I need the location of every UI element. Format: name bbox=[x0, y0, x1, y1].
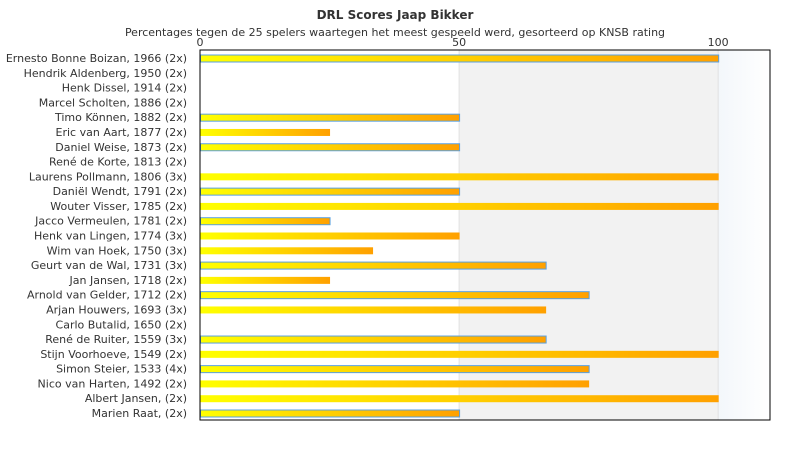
bar bbox=[200, 217, 331, 226]
bar bbox=[200, 202, 719, 210]
bar bbox=[200, 335, 547, 344]
y-category-label: Henk Dissel, 1914 (2x) bbox=[62, 82, 187, 95]
x-tick-label: 100 bbox=[708, 36, 729, 49]
y-category-label: Geurt van de Wal, 1731 (3x) bbox=[31, 259, 187, 272]
bar bbox=[200, 276, 331, 284]
x-tick-label: 0 bbox=[197, 36, 204, 49]
y-category-label: Jan Jansen, 1718 (2x) bbox=[69, 274, 187, 287]
y-category-label: Nico van Harten, 1492 (2x) bbox=[38, 377, 187, 390]
y-category-label: Timo Können, 1882 (2x) bbox=[54, 111, 187, 124]
bar bbox=[200, 187, 461, 196]
bar bbox=[200, 306, 547, 314]
chart-title: DRL Scores Jaap Bikker bbox=[317, 8, 474, 22]
y-category-label: René de Korte, 1813 (2x) bbox=[49, 156, 187, 169]
bar bbox=[200, 232, 460, 240]
y-category-label: Simon Steier, 1533 (4x) bbox=[56, 363, 187, 376]
y-category-label: Daniel Weise, 1873 (2x) bbox=[55, 141, 187, 154]
bar bbox=[200, 54, 720, 63]
bar bbox=[200, 380, 590, 388]
y-category-label: Hendrik Aldenberg, 1950 (2x) bbox=[24, 67, 187, 80]
bar bbox=[200, 128, 331, 136]
bar bbox=[200, 143, 461, 152]
y-category-label: Jacco Vermeulen, 1781 (2x) bbox=[34, 215, 187, 228]
y-category-label: Eric van Aart, 1877 (2x) bbox=[56, 126, 187, 139]
band-100-plus bbox=[718, 50, 770, 420]
bar bbox=[200, 247, 374, 255]
y-category-label: Wim van Hoek, 1750 (3x) bbox=[47, 244, 187, 257]
y-category-label: Arjan Houwers, 1693 (3x) bbox=[46, 303, 187, 316]
bar bbox=[200, 113, 461, 122]
bar bbox=[200, 261, 547, 270]
y-category-label: René de Ruiter, 1559 (3x) bbox=[45, 333, 187, 346]
y-category-label: Ernesto Bonne Boizan, 1966 (2x) bbox=[6, 52, 187, 65]
y-category-label: Carlo Butalid, 1650 (2x) bbox=[56, 318, 187, 331]
y-category-label: Daniël Wendt, 1791 (2x) bbox=[53, 185, 187, 198]
x-tick-label: 50 bbox=[452, 36, 466, 49]
bar bbox=[200, 350, 719, 358]
plot-frame bbox=[199, 49, 771, 421]
bar bbox=[200, 173, 719, 181]
y-category-label: Arnold van Gelder, 1712 (2x) bbox=[27, 289, 187, 302]
band-50-100 bbox=[459, 50, 719, 420]
y-category-label: Stijn Voorhoeve, 1549 (2x) bbox=[40, 348, 187, 361]
chart-subtitle: Percentages tegen de 25 spelers waartege… bbox=[125, 26, 665, 39]
y-category-label: Marien Raat, (2x) bbox=[92, 407, 187, 420]
bar bbox=[200, 291, 590, 300]
bar bbox=[200, 365, 590, 374]
y-category-label: Henk van Lingen, 1774 (3x) bbox=[34, 230, 187, 243]
bar bbox=[200, 395, 719, 403]
y-category-label: Laurens Pollmann, 1806 (3x) bbox=[29, 170, 187, 183]
y-category-label: Wouter Visser, 1785 (2x) bbox=[50, 200, 187, 213]
y-category-label: Albert Jansen, (2x) bbox=[85, 392, 187, 405]
y-category-label: Marcel Scholten, 1886 (2x) bbox=[39, 96, 187, 109]
bar bbox=[200, 409, 461, 418]
